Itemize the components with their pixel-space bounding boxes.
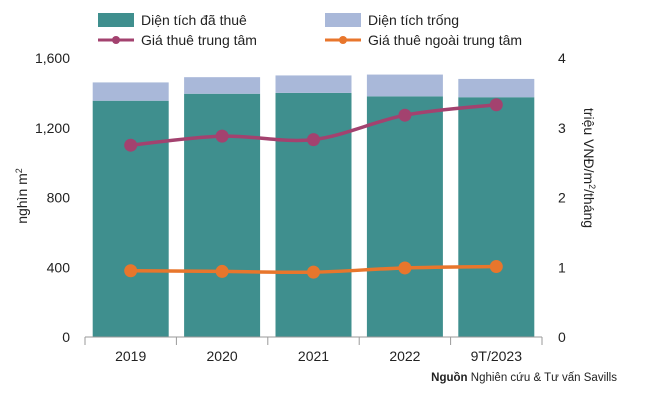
source-text: Nghiên cứu & Tư vấn Savills: [470, 372, 617, 384]
left-tick-label: 1,200: [35, 120, 70, 136]
line-non-cbd-rent-point: [124, 264, 138, 278]
left-tick-label: 0: [62, 329, 70, 345]
right-tick-label: 3: [558, 120, 566, 136]
legend-swatch-leased: [98, 13, 134, 27]
right-tick-label: 1: [558, 259, 566, 275]
bar-vacant: [458, 78, 535, 98]
right-tick-label: 2: [558, 190, 566, 206]
bar-leased: [275, 92, 352, 337]
legend-marker-non-cbd: [339, 36, 347, 44]
right-tick-label: 4: [558, 50, 566, 66]
x-tick-label: 9T/2023: [471, 348, 523, 364]
legend: Diện tích đã thuê Diện tích trống Giá th…: [98, 12, 522, 48]
bar-vacant: [92, 82, 169, 101]
legend-label-leased: Diện tích đã thuê: [141, 12, 247, 28]
line-non-cbd-rent-point: [489, 260, 503, 274]
bar-leased: [458, 97, 535, 337]
legend-label-vacant: Diện tích trống: [368, 12, 459, 28]
right-tick-label: 0: [558, 329, 566, 345]
plot-area: 0 400 800 1,200 1,600 0 1 2 3 4 2019 2020 2021 2022 9T…: [35, 50, 566, 364]
x-tick-label: 2021: [298, 348, 329, 364]
left-tick-label: 1,600: [35, 50, 70, 66]
left-axis-title: nghìn m2: [14, 168, 30, 224]
bar-leased: [366, 96, 443, 337]
line-non-cbd-rent-point: [215, 264, 229, 278]
line-cbd-rent-point: [398, 108, 412, 122]
legend-label-cbd: Giá thuê trung tâm: [141, 32, 257, 48]
line-cbd-rent-point: [124, 138, 138, 152]
line-non-cbd-rent-point: [307, 265, 320, 279]
source-note: Nguồn Nghiên cứu & Tư vấn Savills: [431, 372, 617, 384]
bar-leased: [92, 100, 169, 337]
x-tick-label: 2020: [207, 348, 238, 364]
line-cbd-rent-point: [215, 129, 229, 143]
left-tick-label: 400: [47, 259, 71, 275]
line-cbd-rent-point: [489, 98, 503, 112]
line-non-cbd-rent-point: [398, 261, 412, 275]
legend-marker-cbd: [112, 36, 120, 44]
x-tick-label: 2022: [389, 348, 420, 364]
left-tick-label: 800: [47, 190, 71, 206]
bar-vacant: [275, 75, 352, 93]
right-axis-title: triệu VNĐ/m2/tháng: [581, 108, 597, 228]
bar-vacant: [184, 77, 261, 94]
legend-swatch-vacant: [325, 13, 361, 27]
line-cbd-rent-point: [307, 133, 320, 147]
source-label: Nguồn: [431, 372, 468, 384]
legend-label-non-cbd: Giá thuê ngoài trung tâm: [368, 32, 522, 48]
bar-vacant: [366, 74, 443, 97]
x-tick-label: 2019: [115, 348, 146, 364]
